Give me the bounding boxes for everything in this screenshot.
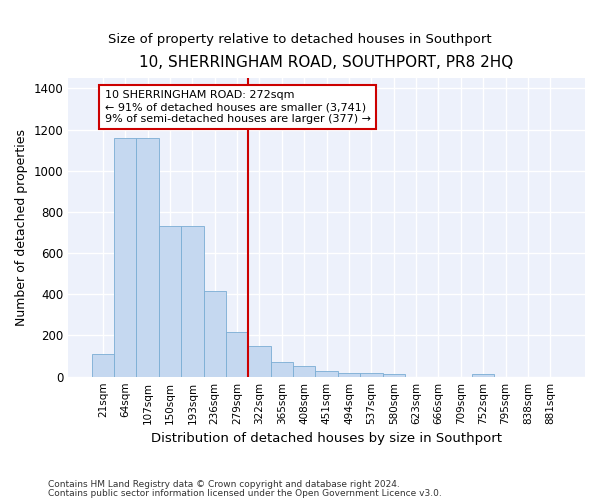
Bar [226,332,248,376]
Bar [136,138,159,376]
Bar [159,226,181,376]
Bar [271,362,293,376]
Y-axis label: Number of detached properties: Number of detached properties [15,129,28,326]
Bar [248,346,271,376]
Bar [293,366,316,376]
Bar [472,374,494,376]
Text: Contains HM Land Registry data © Crown copyright and database right 2024.: Contains HM Land Registry data © Crown c… [48,480,400,489]
Bar [114,138,136,376]
Text: 10 SHERRINGHAM ROAD: 272sqm
← 91% of detached houses are smaller (3,741)
9% of s: 10 SHERRINGHAM ROAD: 272sqm ← 91% of det… [104,90,371,124]
Text: Size of property relative to detached houses in Southport: Size of property relative to detached ho… [108,32,492,46]
Bar [360,373,383,376]
X-axis label: Distribution of detached houses by size in Southport: Distribution of detached houses by size … [151,432,502,445]
Bar [203,290,226,376]
Title: 10, SHERRINGHAM ROAD, SOUTHPORT, PR8 2HQ: 10, SHERRINGHAM ROAD, SOUTHPORT, PR8 2HQ [139,55,514,70]
Bar [383,374,405,376]
Bar [92,354,114,376]
Bar [316,370,338,376]
Text: Contains public sector information licensed under the Open Government Licence v3: Contains public sector information licen… [48,488,442,498]
Bar [181,226,203,376]
Bar [338,373,360,376]
